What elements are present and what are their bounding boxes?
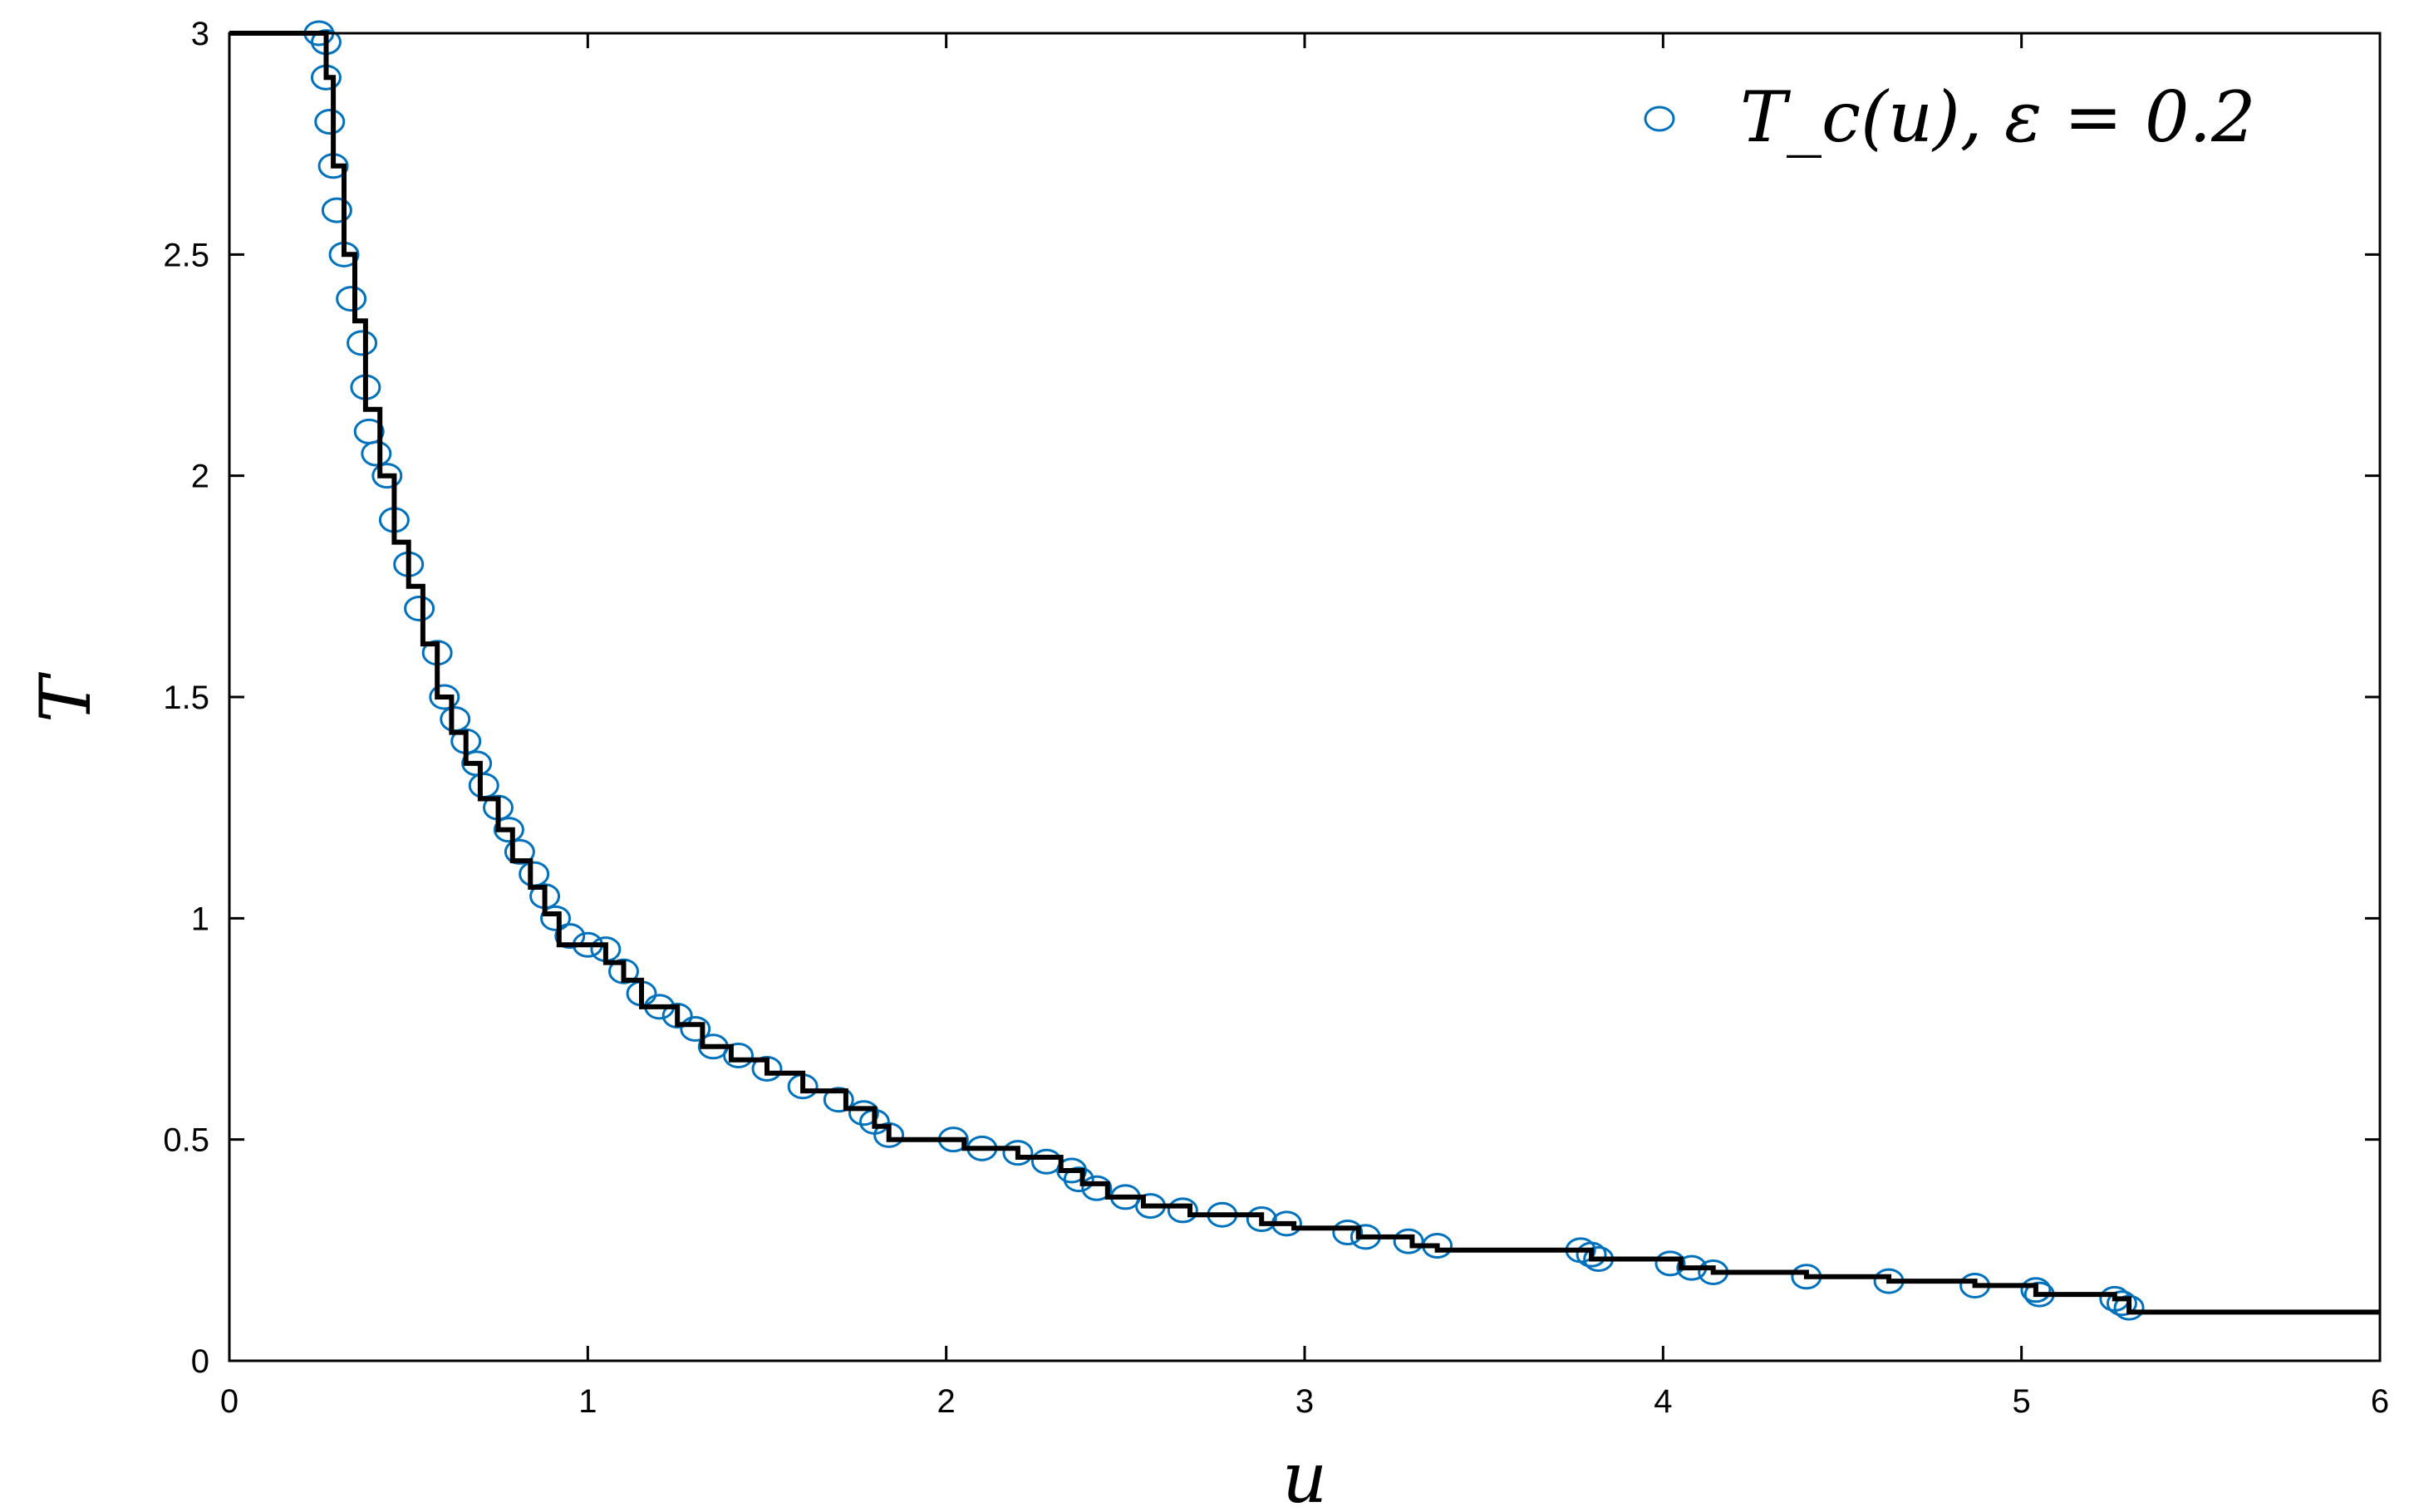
x-tick-label: 3 <box>1295 1383 1314 1420</box>
data-point <box>823 1087 854 1113</box>
step-line-series <box>229 31 2380 1315</box>
data-point <box>661 1003 693 1029</box>
data-series <box>229 20 2380 1321</box>
data-point <box>371 463 403 489</box>
x-tick-label: 2 <box>937 1383 956 1420</box>
data-point <box>2020 1277 2052 1303</box>
data-point <box>1393 1228 1424 1254</box>
data-point <box>680 1016 711 1042</box>
data-point <box>1002 1140 1034 1166</box>
data-point <box>848 1100 879 1127</box>
x-tick-label: 6 <box>2371 1383 2389 1420</box>
data-point <box>1081 1175 1113 1201</box>
x-tick-label: 0 <box>220 1383 238 1420</box>
y-tick-label: 1 <box>191 901 209 937</box>
data-point <box>2106 1290 2137 1317</box>
y-tick-label: 1.5 <box>163 680 209 716</box>
y-tick-label: 2.5 <box>163 237 209 273</box>
data-point <box>1332 1220 1364 1246</box>
data-point <box>361 440 392 467</box>
data-point <box>1576 1241 1607 1268</box>
data-point <box>2113 1294 2145 1321</box>
data-point <box>404 595 435 621</box>
legend: T_c(u), ε = 0.2 <box>1644 76 2256 158</box>
data-point <box>493 817 524 843</box>
data-point <box>347 330 378 356</box>
y-tick-label: 2 <box>191 459 209 495</box>
data-point <box>336 286 367 312</box>
y-tick-label: 0.5 <box>163 1122 209 1159</box>
data-point <box>1063 1166 1094 1193</box>
data-point <box>429 684 460 710</box>
data-point <box>554 923 586 950</box>
data-point <box>751 1055 783 1082</box>
data-point <box>722 1042 754 1068</box>
x-axis-title: u <box>1282 1437 1327 1512</box>
data-point <box>504 838 535 865</box>
data-point <box>1167 1197 1198 1224</box>
data-point <box>321 197 352 223</box>
y-axis-title: T <box>25 671 106 723</box>
tick-labels: 0 1 2 3 4 5 6 0 0.5 1 1.5 2 2.5 3 <box>163 16 2389 1420</box>
x-tick-label: 1 <box>578 1383 597 1420</box>
y-tick-label: 3 <box>191 16 209 52</box>
data-point <box>540 905 572 931</box>
data-point <box>607 958 639 984</box>
axes-box <box>228 32 2382 1362</box>
data-point <box>1654 1250 1686 1277</box>
legend-marker <box>1644 106 1675 132</box>
data-point <box>314 109 346 135</box>
data-point <box>1246 1206 1277 1233</box>
y-tick-label: 0 <box>191 1343 209 1380</box>
x-tick-label: 4 <box>1654 1383 1672 1420</box>
data-point <box>873 1122 905 1148</box>
x-tick-label: 5 <box>2013 1383 2031 1420</box>
legend-label: T_c(u), ε = 0.2 <box>1740 76 2256 158</box>
